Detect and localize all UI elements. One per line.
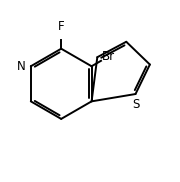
Text: Br: Br (102, 50, 115, 63)
Text: F: F (58, 20, 64, 33)
Text: S: S (132, 98, 139, 111)
Text: N: N (17, 60, 25, 73)
